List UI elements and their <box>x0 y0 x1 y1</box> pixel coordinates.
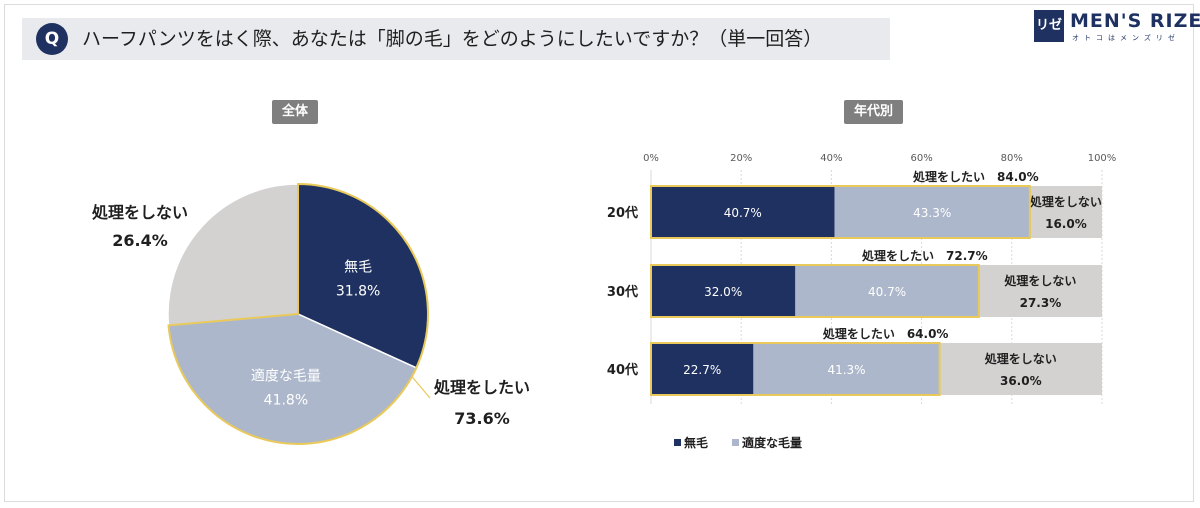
chart-frame <box>4 4 1194 502</box>
pie-slice-value: 31.8% <box>336 283 380 299</box>
bar-segment <box>978 265 1102 317</box>
x-tick-label: 80% <box>1001 153 1023 164</box>
bar-value-label: 43.3% <box>913 206 951 220</box>
x-tick-label: 100% <box>1088 153 1117 164</box>
pie-slice <box>167 183 299 327</box>
bar-group-label: 処理をしたい 84.0% <box>912 169 1039 184</box>
bar-value-label: 36.0% <box>1000 374 1042 388</box>
logo-badge: リゼ <box>1034 10 1064 42</box>
bar-value-label: 40.7% <box>724 206 762 220</box>
question-text: ハーフパンツをはく際、あなたは「脚の毛」をどのようにしたいですか？（単一回答） <box>82 28 823 50</box>
bar-value-label: 32.0% <box>704 285 742 299</box>
bar-segment <box>939 343 1102 395</box>
bar-group-label: 処理をしたい 72.7% <box>861 248 988 263</box>
bar-remainder-label: 処理をしない <box>1003 273 1076 288</box>
bar-segment <box>651 265 796 317</box>
pie-slice-value: 41.8% <box>264 392 308 408</box>
legend-swatch <box>732 439 739 446</box>
bar-segment <box>795 265 979 317</box>
category-label: 30代 <box>607 284 638 300</box>
brand-logo: リゼ MEN'S RIZE オトコはメンズリゼ <box>1034 10 1200 44</box>
bar-value-label: 16.0% <box>1045 217 1087 231</box>
logo-wordmark: MEN'S RIZE <box>1070 10 1200 32</box>
x-tick-label: 0% <box>643 153 659 164</box>
bar-segment <box>651 186 835 238</box>
pie-group-label: 処理をしたい <box>434 378 530 397</box>
logo-tagline: オトコはメンズリゼ <box>1072 34 1180 42</box>
pie-leader-line <box>411 376 431 399</box>
category-label: 40代 <box>607 362 638 378</box>
bar-remainder-label: 処理をしない <box>984 351 1057 366</box>
x-tick-label: 40% <box>820 153 842 164</box>
pie-chart: 無毛 31.8% 適度な毛量 41.8% 処理をしない 26.4% 処理をしたい 73.6% <box>92 182 530 445</box>
bar-value-label: 27.3% <box>1020 296 1062 310</box>
question-bar: Q ハーフパンツをはく際、あなたは「脚の毛」をどのようにしたいですか？（単一回答… <box>22 18 890 60</box>
bar-value-label: 41.3% <box>827 363 865 377</box>
question-badge: Q <box>36 23 68 55</box>
pie-group-value: 73.6% <box>454 409 510 428</box>
bar-segment <box>834 186 1030 238</box>
bar-group-outline <box>650 185 1031 239</box>
category-label: 20代 <box>607 205 638 221</box>
bar-group-label: 処理をしたい 64.0% <box>822 326 949 341</box>
pie-section-label: 全体 <box>272 100 319 124</box>
bar-remainder-label: 処理をしない <box>1029 194 1102 209</box>
bar-segment <box>1029 186 1102 238</box>
pie-group-outline <box>167 182 429 445</box>
stacked-bar-chart: 0% 20% 40% 60% 80% 100% 20代 40.7% 43.3% 処理をしない 16.… <box>607 153 1117 450</box>
pie-slice-label: 適度な毛量 <box>251 367 321 384</box>
x-tick-label: 60% <box>910 153 932 164</box>
pie-slice-value: 26.4% <box>112 231 168 250</box>
bar-group-outline <box>650 342 941 396</box>
legend-label: 無毛 <box>684 435 708 450</box>
pie-slice-label: 処理をしない <box>92 203 188 222</box>
bar-group-outline <box>650 264 980 318</box>
bar-segment <box>753 343 940 395</box>
legend-swatch <box>674 439 681 446</box>
bar-segment <box>651 343 754 395</box>
bar-section-label: 年代別 <box>844 100 904 124</box>
bar-value-label: 40.7% <box>868 285 906 299</box>
x-tick-label: 20% <box>730 153 752 164</box>
legend-label: 適度な毛量 <box>742 435 802 450</box>
bar-value-label: 22.7% <box>683 363 721 377</box>
pie-slice-label: 無毛 <box>344 259 372 275</box>
